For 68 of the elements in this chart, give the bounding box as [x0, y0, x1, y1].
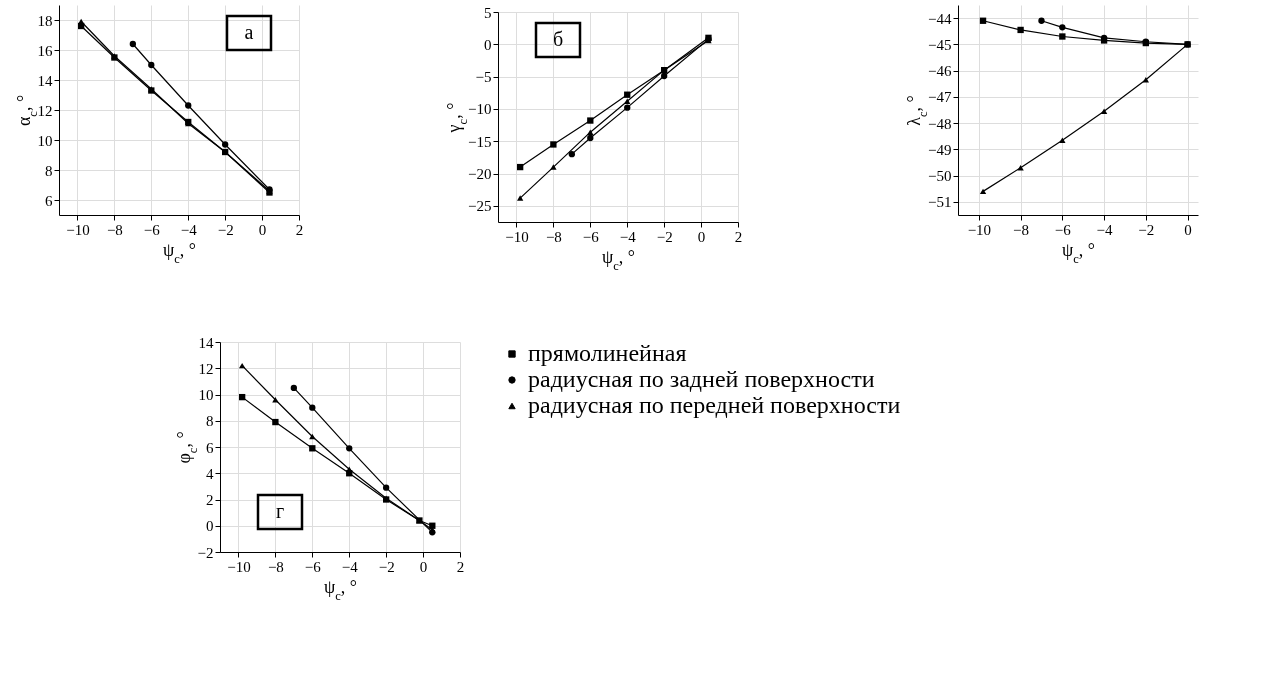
x-tick-label: 0: [697, 228, 706, 245]
x-tick-label: 2: [456, 558, 465, 575]
x-tick-label: −10: [66, 221, 90, 238]
x-axis-title: ψ$_{c}$, °: [601, 246, 636, 273]
x-tick-label: −8: [267, 558, 284, 575]
y-tick-label: 18: [37, 12, 53, 29]
y-tick-label: −49: [928, 141, 952, 158]
y-tick-label: 14: [198, 334, 214, 351]
x-tick-label: −8: [1013, 221, 1030, 238]
y-tick-label: −15: [468, 133, 492, 150]
y-tick-label: −47: [928, 89, 952, 106]
y-tick-label: −20: [468, 166, 492, 183]
y-tick-label: 6: [206, 439, 214, 456]
x-axis-title: ψ$_{c}$, °: [1061, 239, 1096, 266]
y-tick-label: −2: [197, 544, 214, 561]
x-tick-label: −4: [341, 558, 359, 575]
y-tick-label: −46: [928, 63, 952, 80]
y-tick-label: −25: [468, 198, 492, 215]
y-tick-label: 12: [198, 360, 214, 377]
x-tick-label: −4: [1096, 221, 1114, 238]
y-tick-label: −45: [928, 36, 952, 53]
x-tick-label: −6: [304, 558, 322, 575]
x-tick-label: −8: [106, 221, 123, 238]
y-tick-label: 8: [45, 162, 53, 179]
x-axis-title: ψ$_{c}$, °: [323, 576, 358, 603]
y-tick-label: 5: [484, 4, 492, 21]
legend-label: радиусная по передней поверхности: [528, 392, 901, 418]
annotation: а: [244, 21, 254, 43]
y-tick-label: −48: [928, 115, 952, 132]
x-tick-label: −6: [143, 221, 161, 238]
x-tick-label: 0: [1184, 221, 1192, 238]
x-tick-label: −2: [1138, 221, 1155, 238]
y-tick-label: −10: [468, 101, 492, 118]
x-tick-label: −10: [505, 228, 529, 245]
y-tick-label: 10: [198, 387, 214, 403]
x-tick-label: −4: [619, 228, 637, 245]
x-tick-label: −2: [217, 221, 234, 238]
y-tick-label: 0: [206, 518, 214, 535]
y-tick-label: 8: [206, 413, 214, 430]
x-tick-label: 0: [419, 558, 428, 575]
x-tick-label: −2: [378, 558, 395, 575]
x-tick-label: −2: [656, 228, 673, 245]
annotation: г: [275, 500, 285, 522]
y-tick-label: −44: [928, 10, 952, 27]
y-tick-label: −50: [928, 168, 952, 185]
x-tick-label: 2: [734, 228, 743, 245]
x-tick-label: −6: [1054, 221, 1072, 238]
y-tick-label: 4: [206, 465, 214, 482]
x-tick-label: −6: [582, 228, 600, 245]
legend-label: радиусная по задней поверхности: [528, 366, 875, 392]
x-tick-label: −10: [967, 221, 992, 238]
x-tick-label: −4: [180, 221, 198, 238]
y-tick-label: −5: [475, 69, 492, 86]
y-tick-label: 16: [37, 42, 53, 59]
x-tick-label: 0: [258, 221, 267, 238]
x-axis-title: ψ$_{c}$, °: [162, 239, 197, 266]
y-tick-label: 2: [206, 492, 214, 508]
y-tick-label: 0: [484, 36, 492, 53]
y-tick-label: 14: [37, 72, 53, 89]
legend-label: прямолинейная: [528, 340, 687, 366]
y-tick-label: 6: [45, 192, 53, 209]
y-tick-label: 12: [37, 102, 53, 119]
x-tick-label: −8: [545, 228, 562, 245]
x-tick-label: −10: [227, 558, 251, 575]
y-tick-label: 10: [37, 132, 53, 149]
annotation: б: [552, 28, 564, 50]
x-tick-label: 2: [295, 221, 304, 238]
y-tick-label: −51: [928, 194, 952, 211]
